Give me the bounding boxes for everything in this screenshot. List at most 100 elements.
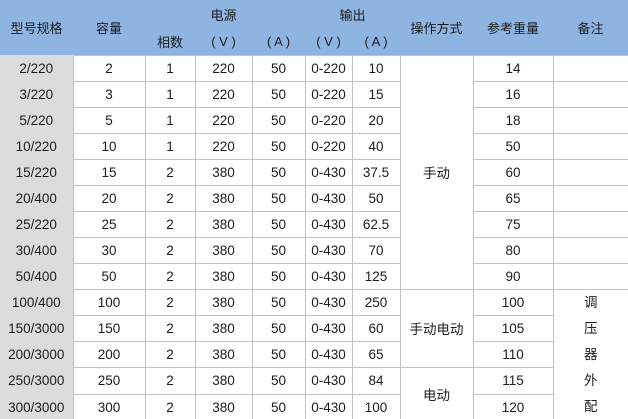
- table-body: 2/220 2 1 220 50 0-220 10 手动 14 3/220 3 1 220 50 0-220…: [0, 54, 628, 419]
- table-row: 100/400 100 2 380 50 0-430 250 手动电动 100 调压器外配: [0, 288, 628, 419]
- phase-cell: 1: [144, 80, 196, 108]
- table-row: 3/220 3 1 220 50 0-220 15 16: [0, 80, 628, 108]
- header-operation: 操作方式: [400, 0, 474, 55]
- table-header: 型号规格 容量 电源 输出 操作方式 参考重量 备注 相数 ( V ) ( A …: [0, 0, 628, 55]
- weight-cell: 80: [472, 236, 554, 264]
- capacity-cell: 150: [72, 314, 146, 342]
- capacity-cell: 250: [72, 366, 146, 395]
- output-amp-cell: 20: [351, 106, 401, 134]
- weight-cell: 90: [472, 262, 554, 290]
- power-volt-cell: 220: [194, 54, 253, 82]
- output-amp-cell: 10: [351, 54, 401, 82]
- weight-cell: 75: [472, 210, 554, 238]
- capacity-cell: 10: [72, 132, 146, 160]
- model-cell: 3/220: [0, 81, 73, 107]
- capacity-cell: 2: [72, 54, 146, 82]
- output-amp-cell: 40: [351, 132, 401, 160]
- header-empty-cell: [145, 0, 195, 28]
- table-row: 20/400 20 2 380 50 0-430 50 65: [0, 184, 628, 212]
- phase-cell: 2: [144, 210, 196, 238]
- phase-cell: 2: [144, 288, 196, 316]
- weight-cell: 120: [472, 393, 554, 419]
- power-amp-cell: 50: [251, 158, 306, 186]
- power-amp-cell: 50: [251, 262, 306, 290]
- power-volt-cell: 220: [194, 132, 253, 160]
- model-cell: 2/220: [0, 55, 73, 81]
- power-volt-cell: 380: [194, 288, 253, 316]
- weight-cell: 115: [472, 366, 554, 395]
- weight-cell: 65: [472, 184, 554, 212]
- phase-cell: 1: [144, 132, 196, 160]
- remark-cell: [552, 184, 628, 212]
- model-cell: 250/3000: [0, 367, 73, 394]
- power-amp-cell: 50: [251, 393, 306, 419]
- model-cell: 5/220: [0, 107, 73, 133]
- capacity-cell: 100: [72, 288, 146, 316]
- header-output-group: 输出: [305, 0, 401, 28]
- phase-cell: 2: [144, 366, 196, 395]
- model-cell: 25/220: [0, 211, 73, 237]
- phase-cell: 2: [144, 314, 196, 342]
- header-output-volt: ( V ): [305, 28, 352, 55]
- phase-cell: 1: [144, 106, 196, 134]
- operation-mode-cell: 手动电动: [399, 288, 474, 368]
- output-volt-cell: 0-430: [304, 393, 353, 419]
- output-amp-cell: 62.5: [351, 210, 401, 238]
- power-volt-cell: 220: [194, 80, 253, 108]
- capacity-cell: 200: [72, 340, 146, 368]
- power-volt-cell: 380: [194, 393, 253, 419]
- power-amp-cell: 50: [251, 210, 306, 238]
- capacity-cell: 30: [72, 236, 146, 264]
- capacity-cell: 20: [72, 184, 146, 212]
- output-volt-cell: 0-220: [304, 54, 353, 82]
- phase-cell: 2: [144, 262, 196, 290]
- power-amp-cell: 50: [251, 184, 306, 212]
- phase-cell: 2: [144, 393, 196, 419]
- weight-cell: 100: [472, 288, 554, 316]
- table-row: 25/220 25 2 380 50 0-430 62.5 75: [0, 210, 628, 238]
- output-volt-cell: 0-430: [304, 366, 353, 395]
- output-amp-cell: 60: [351, 314, 401, 342]
- header-power-group: 电源: [195, 0, 252, 28]
- header-phase: 相数: [145, 28, 195, 55]
- remark-cell: 调压器外配: [552, 288, 628, 419]
- output-volt-cell: 0-430: [304, 210, 353, 238]
- power-volt-cell: 380: [194, 314, 253, 342]
- power-volt-cell: 380: [194, 340, 253, 368]
- output-volt-cell: 0-430: [304, 288, 353, 316]
- output-amp-cell: 50: [351, 184, 401, 212]
- output-amp-cell: 37.5: [351, 158, 401, 186]
- header-capacity: 容量: [73, 0, 145, 55]
- table-row: 150/3000 150 2 380 50 0-430 60 105: [0, 314, 628, 342]
- model-cell: 20/400: [0, 185, 73, 211]
- capacity-cell: 300: [72, 393, 146, 419]
- output-amp-cell: 70: [351, 236, 401, 264]
- remark-vertical-text: 调压器外配: [584, 294, 598, 414]
- remark-cell: [552, 80, 628, 108]
- table-row: 10/220 10 1 220 50 0-220 40 50: [0, 132, 628, 160]
- power-amp-cell: 50: [251, 80, 306, 108]
- capacity-cell: 3: [72, 80, 146, 108]
- table-row: 250/3000 250 2 380 50 0-430 84 电动 115: [0, 366, 628, 419]
- phase-cell: 2: [144, 184, 196, 212]
- header-row-1: 型号规格 容量 电源 输出 操作方式 参考重量 备注: [0, 0, 628, 55]
- power-amp-cell: 50: [251, 288, 306, 316]
- output-volt-cell: 0-430: [304, 236, 353, 264]
- output-volt-cell: 0-430: [304, 314, 353, 342]
- power-amp-cell: 50: [251, 340, 306, 368]
- phase-cell: 1: [144, 54, 196, 82]
- output-volt-cell: 0-430: [304, 184, 353, 212]
- model-cell: 50/400: [0, 263, 73, 289]
- output-volt-cell: 0-220: [304, 132, 353, 160]
- header-power-amp: ( A ): [252, 28, 305, 55]
- header-row-2: 相数 ( V ) ( A ) ( V ) ( A ): [0, 28, 628, 55]
- power-volt-cell: 380: [194, 184, 253, 212]
- remark-cell: [552, 210, 628, 238]
- remark-cell: [552, 158, 628, 186]
- power-volt-cell: 380: [194, 262, 253, 290]
- model-cell: 100/400: [0, 289, 73, 315]
- header-remark: 备注: [553, 0, 628, 55]
- weight-cell: 110: [472, 340, 554, 368]
- header-output-amp: ( A ): [352, 28, 401, 55]
